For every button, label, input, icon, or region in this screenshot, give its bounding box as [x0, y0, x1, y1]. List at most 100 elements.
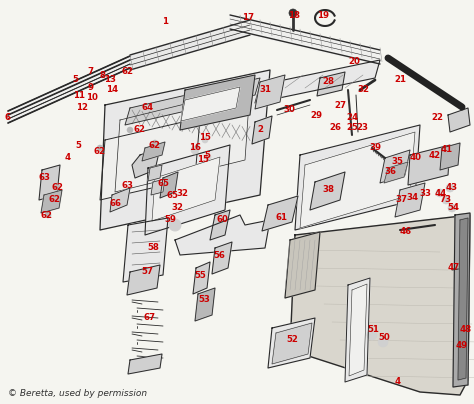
Text: 22: 22 [431, 114, 443, 122]
Polygon shape [145, 145, 230, 235]
Circle shape [169, 219, 181, 231]
Circle shape [45, 212, 51, 218]
Text: 32: 32 [171, 204, 183, 213]
Text: 62: 62 [122, 67, 134, 76]
Polygon shape [458, 218, 468, 380]
Polygon shape [395, 183, 425, 217]
Text: 73: 73 [439, 196, 451, 204]
Text: 53: 53 [198, 295, 210, 305]
Polygon shape [349, 284, 367, 376]
Text: 4: 4 [65, 154, 71, 162]
Text: 11: 11 [73, 90, 85, 99]
Text: 43: 43 [446, 183, 458, 192]
Text: 39: 39 [369, 143, 381, 152]
Text: 6: 6 [5, 114, 11, 122]
Polygon shape [252, 116, 272, 144]
Circle shape [97, 145, 103, 151]
Polygon shape [448, 108, 470, 132]
Text: 38: 38 [322, 185, 334, 194]
Circle shape [378, 337, 388, 347]
Text: 8: 8 [100, 72, 106, 80]
Polygon shape [110, 188, 130, 212]
Circle shape [52, 197, 58, 203]
Text: 58: 58 [147, 244, 159, 252]
Text: 1: 1 [162, 17, 168, 27]
Text: 37: 37 [396, 196, 408, 204]
Text: 63: 63 [122, 181, 134, 189]
Text: 9: 9 [88, 84, 94, 93]
Text: 62: 62 [149, 141, 161, 149]
Text: 44: 44 [435, 189, 447, 198]
Circle shape [54, 184, 60, 190]
Polygon shape [268, 318, 315, 368]
Text: 5: 5 [75, 141, 81, 149]
Circle shape [448, 204, 456, 212]
Polygon shape [151, 179, 165, 195]
Circle shape [202, 137, 208, 143]
Text: 48: 48 [460, 326, 472, 335]
Text: 64: 64 [142, 103, 154, 112]
Polygon shape [125, 78, 260, 125]
Circle shape [367, 330, 377, 340]
Text: 34: 34 [407, 194, 419, 202]
Circle shape [127, 127, 133, 133]
Text: 29: 29 [310, 111, 322, 120]
Text: 32: 32 [357, 86, 369, 95]
Text: 47: 47 [448, 263, 460, 273]
Text: 57: 57 [141, 267, 153, 276]
Polygon shape [142, 142, 165, 161]
Polygon shape [310, 172, 345, 210]
Polygon shape [195, 288, 215, 321]
Polygon shape [345, 278, 370, 382]
Polygon shape [132, 148, 160, 178]
Text: 10: 10 [86, 93, 98, 103]
Circle shape [436, 189, 444, 197]
Text: 49: 49 [456, 341, 468, 349]
Polygon shape [100, 70, 270, 230]
Text: 23: 23 [356, 124, 368, 133]
Polygon shape [272, 323, 312, 364]
Text: 24: 24 [346, 114, 358, 122]
Polygon shape [212, 242, 232, 274]
Circle shape [205, 154, 211, 160]
Polygon shape [8, 56, 130, 123]
Text: 51: 51 [367, 326, 379, 335]
Polygon shape [380, 150, 410, 183]
Text: 7: 7 [87, 67, 93, 76]
Text: 56: 56 [213, 250, 225, 259]
Text: 12: 12 [76, 103, 88, 112]
Polygon shape [160, 172, 178, 198]
Text: 41: 41 [441, 145, 453, 154]
Text: 5: 5 [72, 76, 78, 84]
Polygon shape [127, 265, 160, 295]
Text: 60: 60 [216, 215, 228, 225]
Text: 62: 62 [134, 126, 146, 135]
Polygon shape [440, 143, 460, 170]
Text: 18: 18 [288, 11, 300, 19]
Polygon shape [317, 72, 345, 96]
Text: © Beretta, used by permission: © Beretta, used by permission [8, 389, 147, 398]
Text: 42: 42 [429, 151, 441, 160]
Text: 28: 28 [322, 78, 334, 86]
Polygon shape [384, 162, 408, 183]
Text: 65: 65 [166, 191, 178, 200]
Polygon shape [175, 215, 270, 255]
Text: 14: 14 [106, 86, 118, 95]
Text: 52: 52 [286, 335, 298, 345]
Text: 59: 59 [164, 215, 176, 225]
Polygon shape [123, 218, 168, 282]
Polygon shape [408, 145, 450, 185]
Text: 40: 40 [410, 154, 422, 162]
Text: 20: 20 [348, 57, 360, 67]
Text: 25: 25 [346, 124, 358, 133]
Polygon shape [39, 165, 60, 200]
Text: 46: 46 [400, 227, 412, 236]
Text: 62: 62 [49, 196, 61, 204]
Text: 27: 27 [334, 101, 346, 109]
Text: 67: 67 [144, 314, 156, 322]
Text: 54: 54 [447, 204, 459, 213]
Polygon shape [255, 75, 285, 109]
Text: 5: 5 [204, 151, 210, 160]
Circle shape [442, 196, 450, 204]
Text: 66: 66 [110, 198, 122, 208]
